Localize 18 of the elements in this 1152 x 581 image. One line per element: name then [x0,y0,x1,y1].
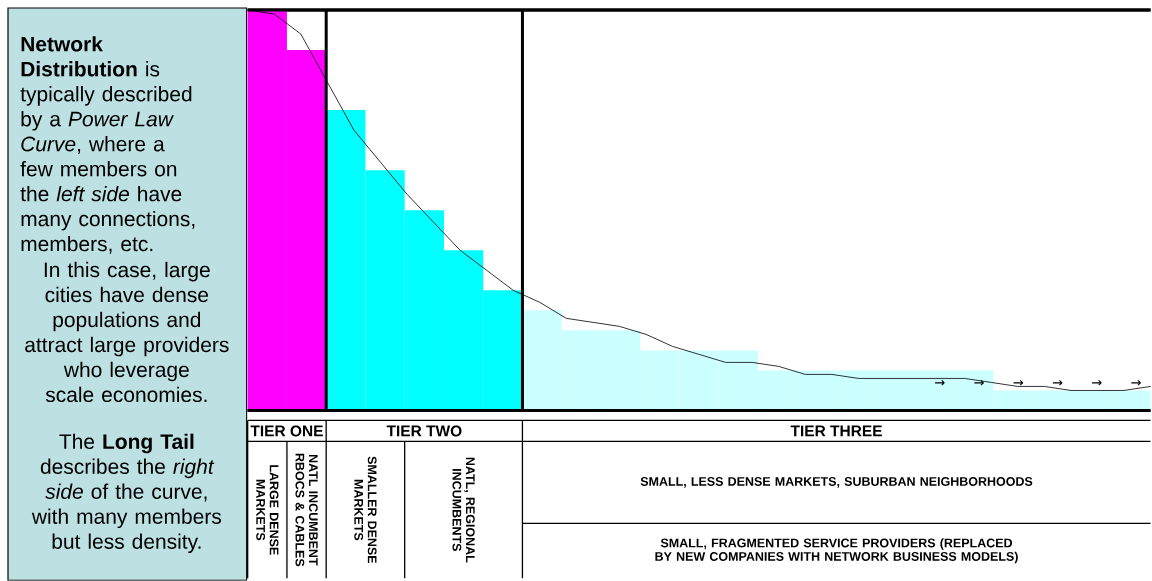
annotation: → [1092,380,1102,386]
text: TIER THREE [790,425,882,437]
text: TIER TWO [386,425,462,437]
annotation: → [1052,380,1063,386]
annotation: → [935,380,945,386]
text: Network Distribution is typically described by a Power Law Curve, where a few members on the left side have many connections, members, etc. [20,36,195,254]
text: SMALL, FRAGMENTED SERVICE PROVIDERS (REPLACED BY NEW COMPANIES WITH NETWORK BUSINESS MODELS) [655,538,1018,564]
text: TIER ONE [250,425,323,437]
text: In this case, large cities have dense populations and attract large providers who leverage scale economies. [25,261,229,403]
text: SMALL, LESS DENSE MARKETS, SUBURBAN NEIGHBORHOODS [640,477,1033,488]
text: LARGE DENSE MARKETS [256,465,279,555]
text: The Long Tail describes the right side of the curve, with many members but less density. [31,433,222,554]
annotation: → [1131,380,1141,386]
annotation: → [1013,380,1024,386]
text: SMALLER DENSE MARKETS [354,456,377,564]
text: NATL INCUMBENT RBOCS & CABLES [295,453,318,567]
text: NATL, REGIONAL INCUMBENTS [452,457,475,563]
annotation: → [974,380,984,386]
